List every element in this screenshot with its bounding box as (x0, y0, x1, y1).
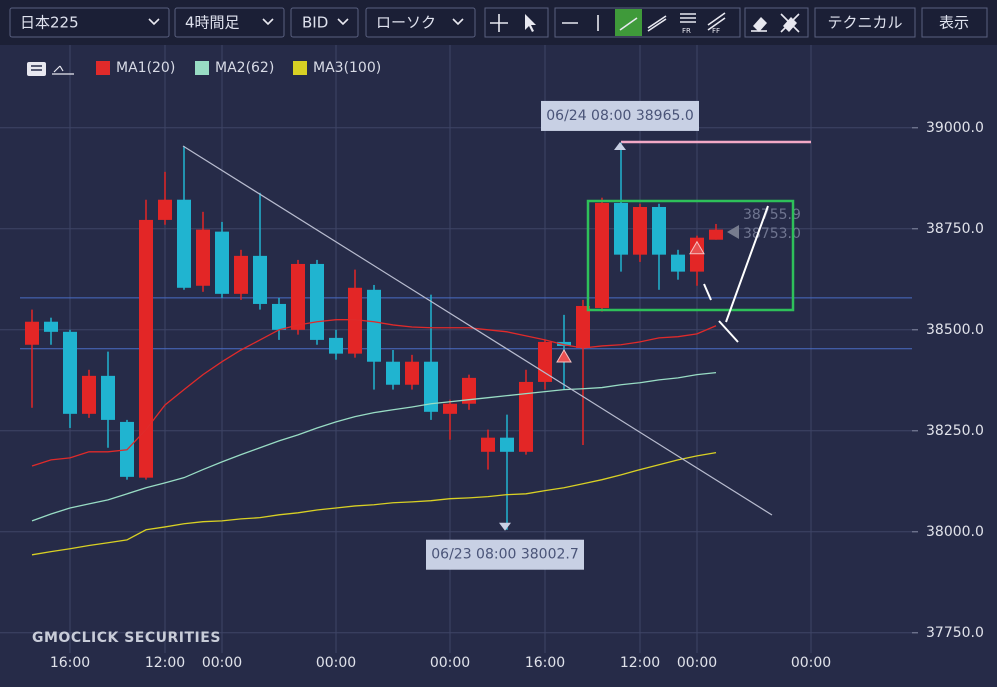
y-tick-label: 38000.0 (926, 524, 984, 540)
candle-body (671, 254, 685, 272)
annotation-pointer (499, 522, 511, 531)
candle-body (576, 305, 590, 348)
candle-body (329, 337, 343, 354)
annotation-pointer (614, 141, 626, 150)
price-type-dropdown[interactable]: BID (290, 7, 359, 38)
candle-body (633, 206, 647, 255)
symbol-dropdown[interactable]: 日本225 (9, 7, 170, 38)
candle-body (709, 229, 723, 240)
candle-body (196, 229, 210, 286)
candle-body (215, 231, 229, 294)
y-tick-label: 38750.0 (926, 221, 984, 237)
y-tick-label: 38250.0 (926, 423, 984, 439)
candle-body (652, 206, 666, 255)
display-button[interactable]: 表示 (921, 7, 988, 38)
candle-body (519, 381, 533, 452)
candle-body (557, 341, 571, 346)
candle-body (44, 321, 58, 332)
candle-body (424, 361, 438, 412)
y-tick-label: 37750.0 (926, 625, 984, 641)
candle-body (310, 263, 324, 340)
candle-body (538, 341, 552, 382)
signal-marker (556, 348, 572, 363)
candle-body (481, 437, 495, 452)
plot: 37750.0 38000.0 38250.0 38500.0 38750.0 39000… (0, 45, 984, 671)
x-tick-label: 00:00 (202, 655, 242, 671)
annotation-label: 06/24 08:00 38965.0 (546, 108, 694, 124)
ma-line (31, 451, 717, 556)
candle-body (595, 202, 609, 308)
erase-tools[interactable] (744, 7, 809, 38)
cursor-tools[interactable] (484, 7, 549, 38)
icon-glyph: FR (682, 27, 691, 35)
legend-label: MA3(100) (313, 60, 381, 76)
candle-body (177, 199, 191, 288)
technical-button[interactable]: テクニカル (814, 7, 916, 38)
timeframe: 4時間足 (185, 14, 240, 32)
x-tick-label: 00:00 (677, 655, 717, 671)
y-tick-label: 39000.0 (926, 120, 984, 136)
candle-body (272, 303, 286, 330)
candle-body (25, 321, 39, 345)
annotation-box (541, 100, 699, 131)
candle-body (63, 331, 77, 414)
annotation-label: 06/23 08:00 38002.7 (431, 547, 579, 563)
candle-body (82, 375, 96, 414)
button-label: テクニカル (827, 14, 902, 32)
x-tick-label: 16:00 (50, 655, 90, 671)
x-tick-label: 00:00 (791, 655, 831, 671)
candle-body (348, 287, 362, 354)
price-type: BID (302, 14, 328, 32)
x-tick-label: 00:00 (430, 655, 470, 671)
candle-body (690, 237, 704, 272)
legend: MA1(20) MA2(62) MA3(100) (96, 60, 381, 76)
candle-body (234, 255, 248, 294)
ma-line (31, 319, 717, 467)
symbol: 日本225 (20, 14, 79, 32)
x-tick-label: 16:00 (525, 655, 565, 671)
candle-body (386, 361, 400, 385)
watermark: GMOCLICK SECURITIES (32, 630, 221, 646)
legend-swatch (293, 61, 307, 75)
drawing-tools[interactable]: FR FF (554, 7, 741, 38)
price-marker: 38755.9 (743, 207, 801, 223)
y-tick-label: 38500.0 (926, 322, 984, 338)
icon-glyph: FF (712, 27, 720, 35)
candle-body (253, 255, 267, 304)
candle-body (405, 361, 419, 385)
annotation-box (426, 539, 584, 570)
candle-body (158, 199, 172, 220)
legend-swatch (195, 61, 209, 75)
candle-body (500, 437, 514, 452)
timeframe-dropdown[interactable]: 4時間足 (174, 7, 285, 38)
candle-body (443, 403, 457, 414)
legend-label: MA2(62) (215, 60, 274, 76)
candle-body (101, 375, 115, 420)
chart-style-dropdown[interactable]: ローソク (365, 7, 476, 38)
candle-body (139, 219, 153, 478)
candle-body (462, 377, 476, 404)
legend-swatch (96, 61, 110, 75)
x-tick-label: 12:00 (620, 655, 660, 671)
candle-body (614, 202, 628, 255)
x-tick-label: 00:00 (316, 655, 356, 671)
candle-body (291, 263, 305, 330)
signal-marker (689, 240, 705, 255)
ma-line (31, 371, 717, 522)
drawings (182, 145, 795, 516)
x-tick-label: 12:00 (145, 655, 185, 671)
chart-style: ローソク (376, 14, 436, 32)
legend-label: MA1(20) (116, 60, 175, 76)
legend-icons (27, 62, 74, 76)
candle-body (367, 289, 381, 362)
button-label: 表示 (939, 14, 969, 32)
